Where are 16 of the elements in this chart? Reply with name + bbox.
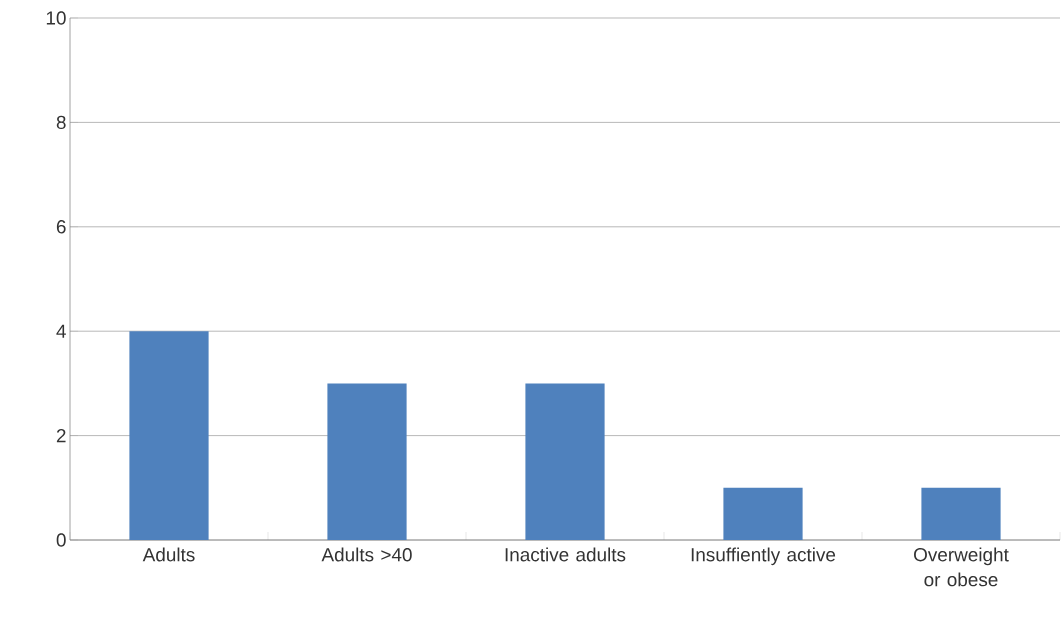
x-tick-label: Adults (142, 547, 195, 562)
x-tick-label: Inactive adults (505, 547, 626, 562)
y-tick-label: 6 (56, 220, 66, 234)
bar (723, 487, 803, 540)
y-tick-label: 2 (56, 428, 66, 443)
x-tick-label: Adults >40 (321, 547, 412, 562)
y-tick-label: 4 (56, 324, 66, 338)
y-tick-label: 10 (46, 11, 66, 25)
x-tick-label: Overweight or obese (914, 547, 1009, 587)
bar (921, 487, 1001, 540)
y-tick-label: 8 (56, 115, 66, 130)
x-tick-label: Insuffiently active (691, 547, 836, 566)
bar (327, 383, 407, 540)
bar (129, 331, 209, 540)
bar (525, 383, 605, 540)
y-tick-label: 0 (56, 533, 66, 547)
